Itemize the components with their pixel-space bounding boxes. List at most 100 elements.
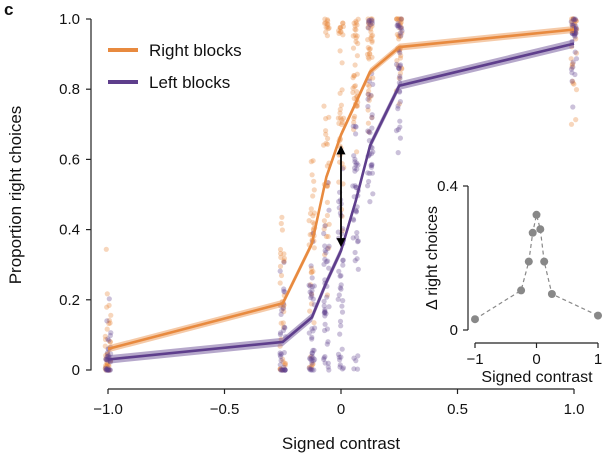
trial-dot [322,313,328,319]
trial-dot [107,320,113,326]
trial-dot [282,367,288,373]
trial-dot [395,24,401,30]
trial-dot [369,20,375,26]
trial-dot [351,119,357,125]
trial-dot [324,33,330,39]
trial-dot [326,25,332,31]
trial-dot [354,366,361,372]
trial-dot [281,288,287,294]
trial-dot [337,25,343,31]
trial-dot [338,25,344,31]
trial-dot [106,353,112,359]
trial-dot [351,72,357,79]
trial-dot [365,81,371,88]
trial-dot [105,367,111,373]
legend: Right blocks Left blocks [108,41,242,92]
trial-dot [354,166,360,172]
trial-dot [337,364,343,370]
trial-dot [324,199,330,205]
trial-dot [570,16,576,22]
trial-dot [398,33,404,39]
trial-dot [340,32,346,38]
trial-dot [279,307,285,313]
trial-dot [309,362,316,368]
trial-dot [278,220,284,227]
trial-dot [397,55,404,61]
trial-dot [354,33,360,39]
trial-dot [103,367,109,373]
trial-dot [573,117,579,123]
trial-dot [336,120,342,126]
trial-dot [277,352,283,358]
inset-point [517,286,526,295]
trial-dot [337,362,343,368]
trial-dot [573,36,579,42]
trial-dot [321,303,327,309]
trial-dot [309,172,315,178]
trial-dot [351,153,357,159]
trial-dot [311,367,317,373]
trial-dot [354,149,360,155]
trial-dot [279,214,285,220]
trial-dot [282,289,288,295]
trial-dot [395,21,402,28]
trial-dot [106,363,112,369]
trial-dot [398,24,404,30]
trial-dot [568,56,574,62]
trial-dot [366,21,372,27]
trial-dot [353,184,359,190]
trial-dot [323,116,329,122]
main-axes: 0 0.2 0.4 0.6 0.8 1.0 −1.0 −0.5 0 0.5 1.0 Signed co… [6,11,584,453]
trial-dot [324,294,330,300]
trial-dot [323,259,329,265]
y-axis-label: Proportion right choices [6,106,25,285]
trial-dot [569,30,576,37]
trial-dot [321,103,327,109]
trial-dot [569,62,575,68]
trial-dot [350,33,356,39]
trial-dot [338,286,344,292]
inset-series [471,210,602,324]
trial-dot [335,351,342,357]
y-tick-label: 1.0 [59,11,80,28]
trial-dot [397,33,404,40]
trial-dot [351,20,357,26]
legend-label-right-blocks: Right blocks [149,41,242,60]
trial-dot [322,248,328,254]
trial-dot [366,56,372,62]
trial-dot [324,341,330,347]
trial-dot [322,309,328,315]
trial-dot [338,102,344,108]
trial-dot [324,21,330,27]
trial-dot [104,366,110,372]
inset-point [471,315,479,324]
trial-dot [106,367,112,373]
trial-dot [278,254,284,260]
trial-dot [350,75,356,81]
trial-dot [397,50,403,56]
trial-dot [365,183,371,189]
trial-dot [570,78,576,84]
trial-dot [365,16,371,22]
trial-dot [393,61,400,67]
trial-dot [306,218,312,224]
trial-dot [323,128,329,134]
trial-dot [325,360,331,366]
trial-dot [397,75,403,81]
trial-dot [306,282,312,288]
trial-dot [278,367,284,373]
trial-dot [353,20,359,26]
trial-dot [570,104,576,110]
trial-dot [278,311,284,317]
trial-dot [366,18,372,24]
trial-dot [365,91,371,97]
trial-dot [572,30,578,36]
trial-dot [308,354,314,360]
trial-dot [326,221,332,227]
trial-dot [368,26,374,32]
trial-dot [323,233,329,240]
trial-dot [108,330,114,336]
trial-dot [281,350,287,356]
trial-dot [326,243,332,249]
trial-dot [279,367,286,373]
